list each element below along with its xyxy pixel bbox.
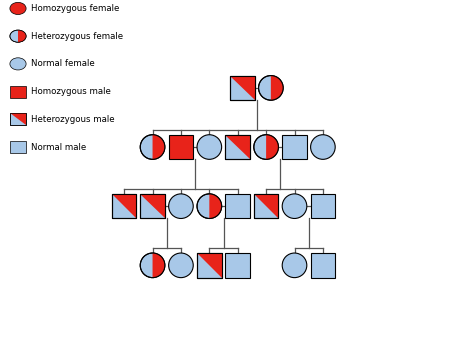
Text: Normal female: Normal female [32,59,95,68]
Wedge shape [153,253,165,277]
Polygon shape [10,113,26,125]
Circle shape [197,135,222,159]
Polygon shape [230,76,255,100]
Bar [112,194,136,218]
Bar [282,135,307,159]
Circle shape [254,135,279,159]
Bar [230,76,255,100]
Circle shape [169,253,193,277]
Bar [140,194,165,218]
Polygon shape [197,253,222,277]
Bar [197,253,222,277]
Bar [197,253,222,277]
Circle shape [10,58,26,70]
Wedge shape [153,135,165,159]
Bar [10,113,26,125]
Bar [10,141,26,153]
Wedge shape [209,194,222,218]
Bar [230,76,255,100]
Polygon shape [140,194,165,218]
Text: Heterozygous female: Heterozygous female [32,32,124,41]
Polygon shape [225,135,250,159]
Bar [140,194,165,218]
Bar [10,86,26,98]
Bar [254,194,279,218]
Circle shape [10,30,26,42]
Bar [310,253,335,277]
Bar [225,194,250,218]
Circle shape [197,194,222,218]
Wedge shape [18,30,26,42]
Bar [169,135,193,159]
Wedge shape [271,76,283,100]
Circle shape [169,194,193,218]
Bar [112,194,136,218]
Circle shape [140,253,165,277]
Polygon shape [112,194,136,218]
Bar [225,135,250,159]
Wedge shape [266,135,279,159]
Polygon shape [254,194,279,218]
Text: Heterozygous male: Heterozygous male [32,115,115,124]
Text: Homozygous female: Homozygous female [32,4,120,13]
Circle shape [10,2,26,15]
Bar [310,194,335,218]
Circle shape [259,76,283,100]
Text: Normal male: Normal male [32,143,87,151]
Circle shape [140,135,165,159]
Text: Homozygous male: Homozygous male [32,87,112,96]
Circle shape [282,194,307,218]
Bar [225,253,250,277]
Bar [10,113,26,125]
Circle shape [282,253,307,277]
Bar [225,135,250,159]
Circle shape [310,135,335,159]
Bar [254,194,279,218]
